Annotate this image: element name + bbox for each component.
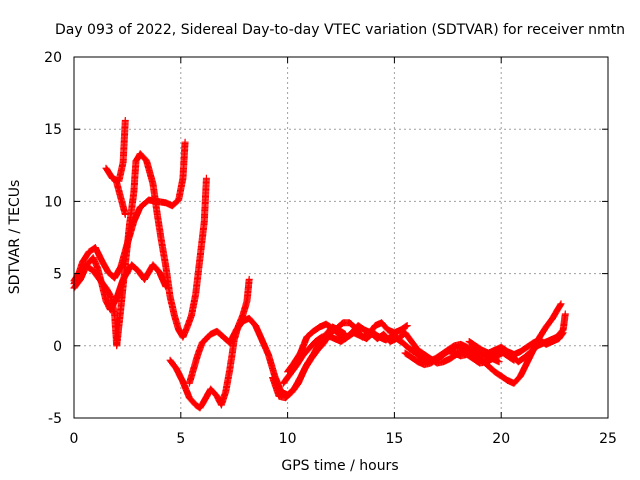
x-tick-label: 25 — [599, 431, 617, 447]
x-tick-label: 10 — [279, 431, 297, 447]
y-tick-label: 0 — [53, 339, 62, 355]
data-series-track — [113, 179, 129, 218]
y-tick-label: 5 — [53, 267, 62, 283]
data-point-markers — [113, 179, 129, 218]
plot-frame — [73, 56, 609, 419]
x-tick-label: 20 — [492, 431, 510, 447]
y-tick-label: 20 — [44, 50, 62, 66]
y-tick-label: -5 — [48, 411, 62, 427]
data-series-track — [465, 329, 567, 358]
chart-title: Day 093 of 2022, Sidereal Day-to-day VTE… — [55, 22, 625, 38]
data-series — [70, 117, 569, 412]
axes: 0 5 10 15 20 25 -5 0 5 10 15 20 — [44, 50, 617, 447]
grid — [74, 57, 608, 418]
x-tick-label: 0 — [70, 431, 79, 447]
y-axis-label: SDTVAR / TECUs — [7, 180, 23, 295]
x-axis-label: GPS time / hours — [281, 458, 398, 474]
data-point-markers — [465, 329, 567, 358]
y-tick-label: 10 — [44, 194, 62, 210]
y-tick-label: 15 — [44, 122, 62, 138]
x-tick-label: 15 — [385, 431, 403, 447]
x-tick-label: 5 — [176, 431, 185, 447]
